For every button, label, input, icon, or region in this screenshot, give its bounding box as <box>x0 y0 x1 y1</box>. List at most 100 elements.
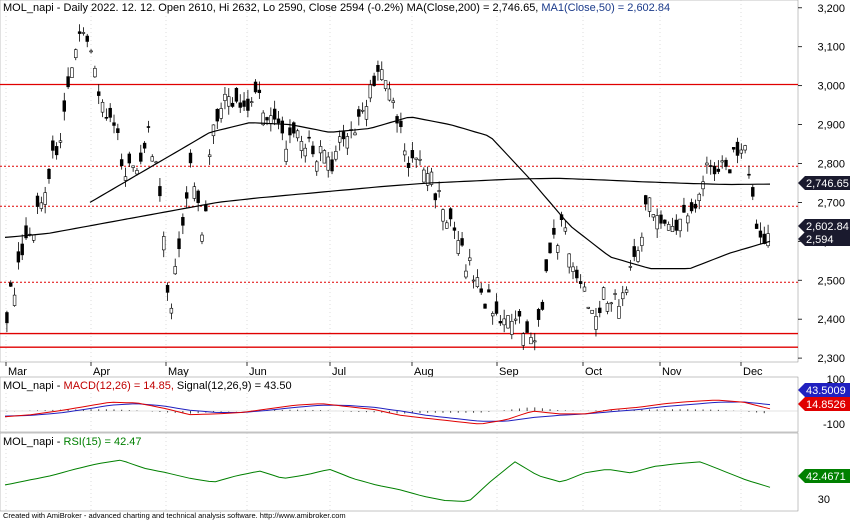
rsi-header-prefix: MOL_napi - <box>3 436 64 448</box>
last-close-badge-text: 2,594 <box>806 234 834 246</box>
rsi-pane[interactable]: 30 MOL_napi - RSI(15) = 42.47 <box>0 432 830 512</box>
price-candle-body <box>104 117 109 119</box>
price-candle-body <box>204 204 208 212</box>
price-candle-body <box>223 93 227 101</box>
price-candle-body <box>494 301 499 314</box>
macd-badge-text: 14.8526 <box>806 399 846 411</box>
price-candle-body <box>731 147 736 150</box>
price-candle-body <box>181 217 185 226</box>
price-candles <box>5 24 770 351</box>
price-candle-body <box>521 333 525 346</box>
support-resistance-lines <box>0 83 798 348</box>
price-candle-body <box>307 136 311 139</box>
price-candle-body <box>498 321 503 324</box>
x-tick-label: Sep <box>499 366 519 378</box>
price-candle-body <box>66 76 70 88</box>
price-candle-body <box>211 124 216 137</box>
price-candle-body <box>131 165 135 168</box>
price-candle-body <box>728 169 732 174</box>
price-candle-body <box>403 150 407 156</box>
ma50-line <box>89 116 771 270</box>
price-candle-body <box>357 109 361 117</box>
price-candle-body <box>510 321 514 335</box>
price-candle-body <box>418 158 422 161</box>
last-close-badge: 2,594 <box>798 232 850 246</box>
x-tick-label: Dec <box>743 366 763 378</box>
price-candle-body <box>12 294 17 306</box>
price-candle-body <box>345 136 350 149</box>
price-candle-body <box>196 190 200 203</box>
price-candle-body <box>628 266 633 268</box>
x-tick-label: Nov <box>662 366 682 378</box>
price-candle-body <box>330 159 334 172</box>
price-candle-body <box>437 190 441 192</box>
last-close-badge-shape <box>798 232 850 246</box>
price-candle-body <box>464 270 468 278</box>
price-candle-body <box>425 173 430 186</box>
macd-badge-shape <box>798 397 850 411</box>
price-candle-body <box>242 100 246 107</box>
price-candle-body <box>460 238 464 246</box>
y-tick-label: 2,400 <box>817 314 845 326</box>
macd-pane-frame <box>0 376 799 433</box>
macd-badge: 14.8526 <box>798 397 850 411</box>
price-candle-body <box>169 307 174 314</box>
price-candle-body <box>100 101 105 113</box>
price-pane[interactable]: 2,3002,4002,5002,6002,7002,8002,9003,000… <box>0 0 845 378</box>
signal-line <box>4 401 771 422</box>
rsi-badge: 42.4671 <box>798 469 850 483</box>
price-header-prefix: MOL_napi - Daily 2022. 12. 12. Open 2610… <box>3 2 407 14</box>
price-candle-body <box>605 303 610 312</box>
x-tick-label: May <box>168 366 189 378</box>
price-candle-body <box>380 69 384 80</box>
price-candle-body <box>766 233 770 247</box>
price-candle-body <box>5 312 9 324</box>
price-candle-body <box>31 234 36 241</box>
ma200-header: MA(Close,200) = 2,746.65, <box>407 2 539 14</box>
price-candle-body <box>77 31 82 34</box>
price-candle-body <box>81 32 86 34</box>
ma200-line <box>4 177 771 238</box>
price-candle-body <box>299 141 304 151</box>
ma50-header: MA1(Close,50) = 2,602.84 <box>541 2 670 14</box>
price-candle-body <box>586 306 591 309</box>
price-candle-body <box>456 240 460 254</box>
macd-y-tick-label: -100 <box>823 419 845 431</box>
signal-badge-text: 43.5009 <box>806 385 846 397</box>
price-candle-body <box>16 251 21 263</box>
price-candle-body <box>93 68 97 78</box>
price-candle-body <box>406 162 411 168</box>
y-tick-label: 2,300 <box>817 353 845 365</box>
price-candle-body <box>200 234 204 242</box>
price-candle-body <box>250 101 254 103</box>
price-candle-body <box>422 169 426 183</box>
price-candle-body <box>441 209 445 222</box>
price-candle-body <box>410 150 415 159</box>
price-candle-body <box>613 293 617 295</box>
signal-header-value: Signal(12,26,9) = 43.50 <box>177 380 292 392</box>
price-candle-body <box>720 160 724 163</box>
price-candle-body <box>142 142 147 149</box>
price-candle-body <box>387 88 392 101</box>
price-candle-body <box>207 154 212 157</box>
price-candle-body <box>58 140 63 143</box>
price-candle-body <box>360 109 365 112</box>
price-candle-body <box>655 215 659 230</box>
price-candle-body <box>743 145 747 151</box>
price-candle-body <box>230 102 235 107</box>
price-candle-body <box>383 80 388 89</box>
price-candle-body <box>158 186 162 197</box>
y-tick-label: 2,700 <box>817 197 845 209</box>
price-candle-body <box>184 192 189 199</box>
price-candle-body <box>448 208 453 220</box>
ma50-badge: 2,602.84 <box>798 219 850 233</box>
price-candle-body <box>640 236 644 246</box>
price-candle-body <box>674 219 678 231</box>
price-candle-body <box>85 35 89 42</box>
price-candle-body <box>659 214 663 224</box>
price-candle-body <box>709 165 713 167</box>
price-candle-body <box>192 186 197 199</box>
price-candle-body <box>234 87 239 102</box>
